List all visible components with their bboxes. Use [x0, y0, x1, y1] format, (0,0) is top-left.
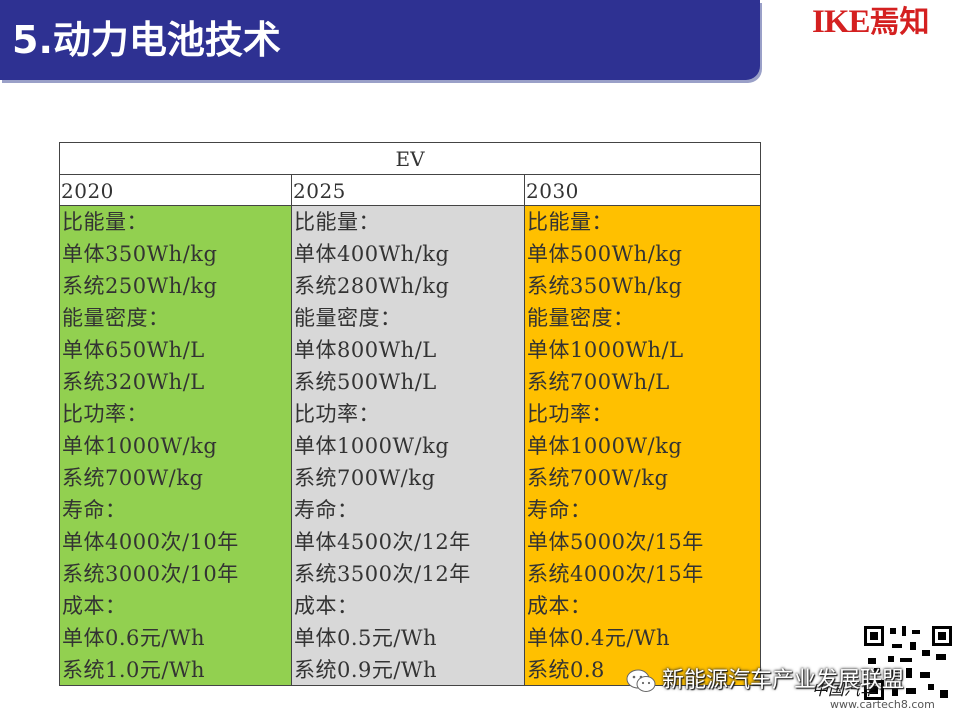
column-body: 比能量： 单体500Wh/kg 系统350Wh/kg 能量密度： 单体1000Wh/L 系… — [525, 206, 760, 685]
battery-tech-table: EV 2020 比能量： 单体350Wh/kg 系统250Wh/kg 能量密度： 单体6… — [59, 142, 761, 686]
spec-line: 系统700W/kg — [527, 466, 669, 490]
spec-line: 单体1000W/kg — [62, 434, 218, 458]
spec-line: 比能量： — [527, 210, 613, 234]
table-column-2020: 2020 比能量： 单体350Wh/kg 系统250Wh/kg 能量密度： 单体650W… — [60, 175, 292, 686]
spec-line: 系统0.9元/Wh — [294, 658, 438, 682]
spec-line: 系统1.0元/Wh — [62, 658, 206, 682]
spec-line: 寿命： — [294, 498, 359, 522]
table-header-ev: EV — [60, 143, 761, 175]
spec-line: 比能量： — [294, 210, 380, 234]
spec-line: 系统700W/kg — [294, 466, 436, 490]
spec-line: 单体4500次/12年 — [294, 530, 471, 554]
spec-line: 寿命： — [527, 498, 592, 522]
spec-line: 单体650Wh/L — [62, 338, 205, 362]
column-year: 2030 — [525, 175, 760, 206]
spec-line: 寿命： — [62, 498, 127, 522]
wechat-watermark: 新能源汽车产业发展联盟 — [626, 664, 904, 698]
spec-line: 系统500Wh/L — [294, 370, 437, 394]
spec-line: 系统320Wh/L — [62, 370, 205, 394]
spec-line: 能量密度： — [294, 306, 402, 330]
wechat-icon — [626, 669, 656, 692]
spec-line: 系统4000次/15年 — [527, 562, 704, 586]
ike-logo: IKE焉知 — [812, 4, 930, 40]
column-body: 比能量： 单体350Wh/kg 系统250Wh/kg 能量密度： 单体650Wh/L 系统… — [60, 206, 291, 685]
spec-line: 成本： — [294, 594, 359, 618]
qr-code-graphic — [864, 626, 952, 700]
table-column-2030: 2030 比能量： 单体500Wh/kg 系统350Wh/kg 能量密度： 单体1000… — [525, 175, 761, 686]
spec-line: 比功率： — [294, 402, 380, 426]
spec-line: 比功率： — [62, 402, 148, 426]
spec-line: 单体500Wh/kg — [527, 242, 683, 266]
table-column-2025: 2025 比能量： 单体400Wh/kg 系统280Wh/kg 能量密度： 单体800W… — [292, 175, 525, 686]
spec-line: 单体1000Wh/L — [527, 338, 684, 362]
spec-line: 单体0.4元/Wh — [527, 626, 671, 650]
watermark-text: 新能源汽车产业发展联盟 — [662, 668, 905, 693]
spec-line: 能量密度： — [62, 306, 170, 330]
qr-code — [862, 624, 954, 704]
logo-cjk: 焉知 — [869, 5, 930, 40]
spec-line: 系统3000次/10年 — [62, 562, 239, 586]
spec-line: 系统280Wh/kg — [294, 274, 450, 298]
spec-line: 单体5000次/15年 — [527, 530, 704, 554]
title-bar: 5.动力电池技术 — [0, 0, 760, 80]
spec-line: 成本： — [62, 594, 127, 618]
spec-line: 单体4000次/10年 — [62, 530, 239, 554]
spec-line: 系统3500次/12年 — [294, 562, 471, 586]
brand-watermark: 中国汽车 — [812, 680, 877, 699]
column-body: 比能量： 单体400Wh/kg 系统280Wh/kg 能量密度： 单体800Wh/L 系统… — [292, 206, 524, 685]
spec-line: 比能量： — [62, 210, 148, 234]
spec-line: 系统700Wh/L — [527, 370, 670, 394]
spec-line: 系统250Wh/kg — [62, 274, 218, 298]
spec-line: 单体1000W/kg — [294, 434, 450, 458]
spec-line: 单体0.6元/Wh — [62, 626, 206, 650]
spec-line: 成本： — [527, 594, 592, 618]
logo-latin: IKE — [812, 4, 871, 40]
spec-line: 系统0.8 — [527, 658, 605, 682]
slide-title: 5.动力电池技术 — [12, 18, 281, 62]
spec-line: 单体800Wh/L — [294, 338, 437, 362]
spec-line: 单体1000W/kg — [527, 434, 683, 458]
column-year: 2020 — [60, 175, 291, 206]
site-url: www.cartech8.com — [830, 698, 935, 711]
spec-line: 比功率： — [527, 402, 613, 426]
spec-line: 单体0.5元/Wh — [294, 626, 438, 650]
column-year: 2025 — [292, 175, 524, 206]
spec-line: 单体350Wh/kg — [62, 242, 218, 266]
spec-line: 单体400Wh/kg — [294, 242, 450, 266]
spec-line: 系统700W/kg — [62, 466, 204, 490]
spec-line: 系统350Wh/kg — [527, 274, 683, 298]
spec-line: 能量密度： — [527, 306, 635, 330]
